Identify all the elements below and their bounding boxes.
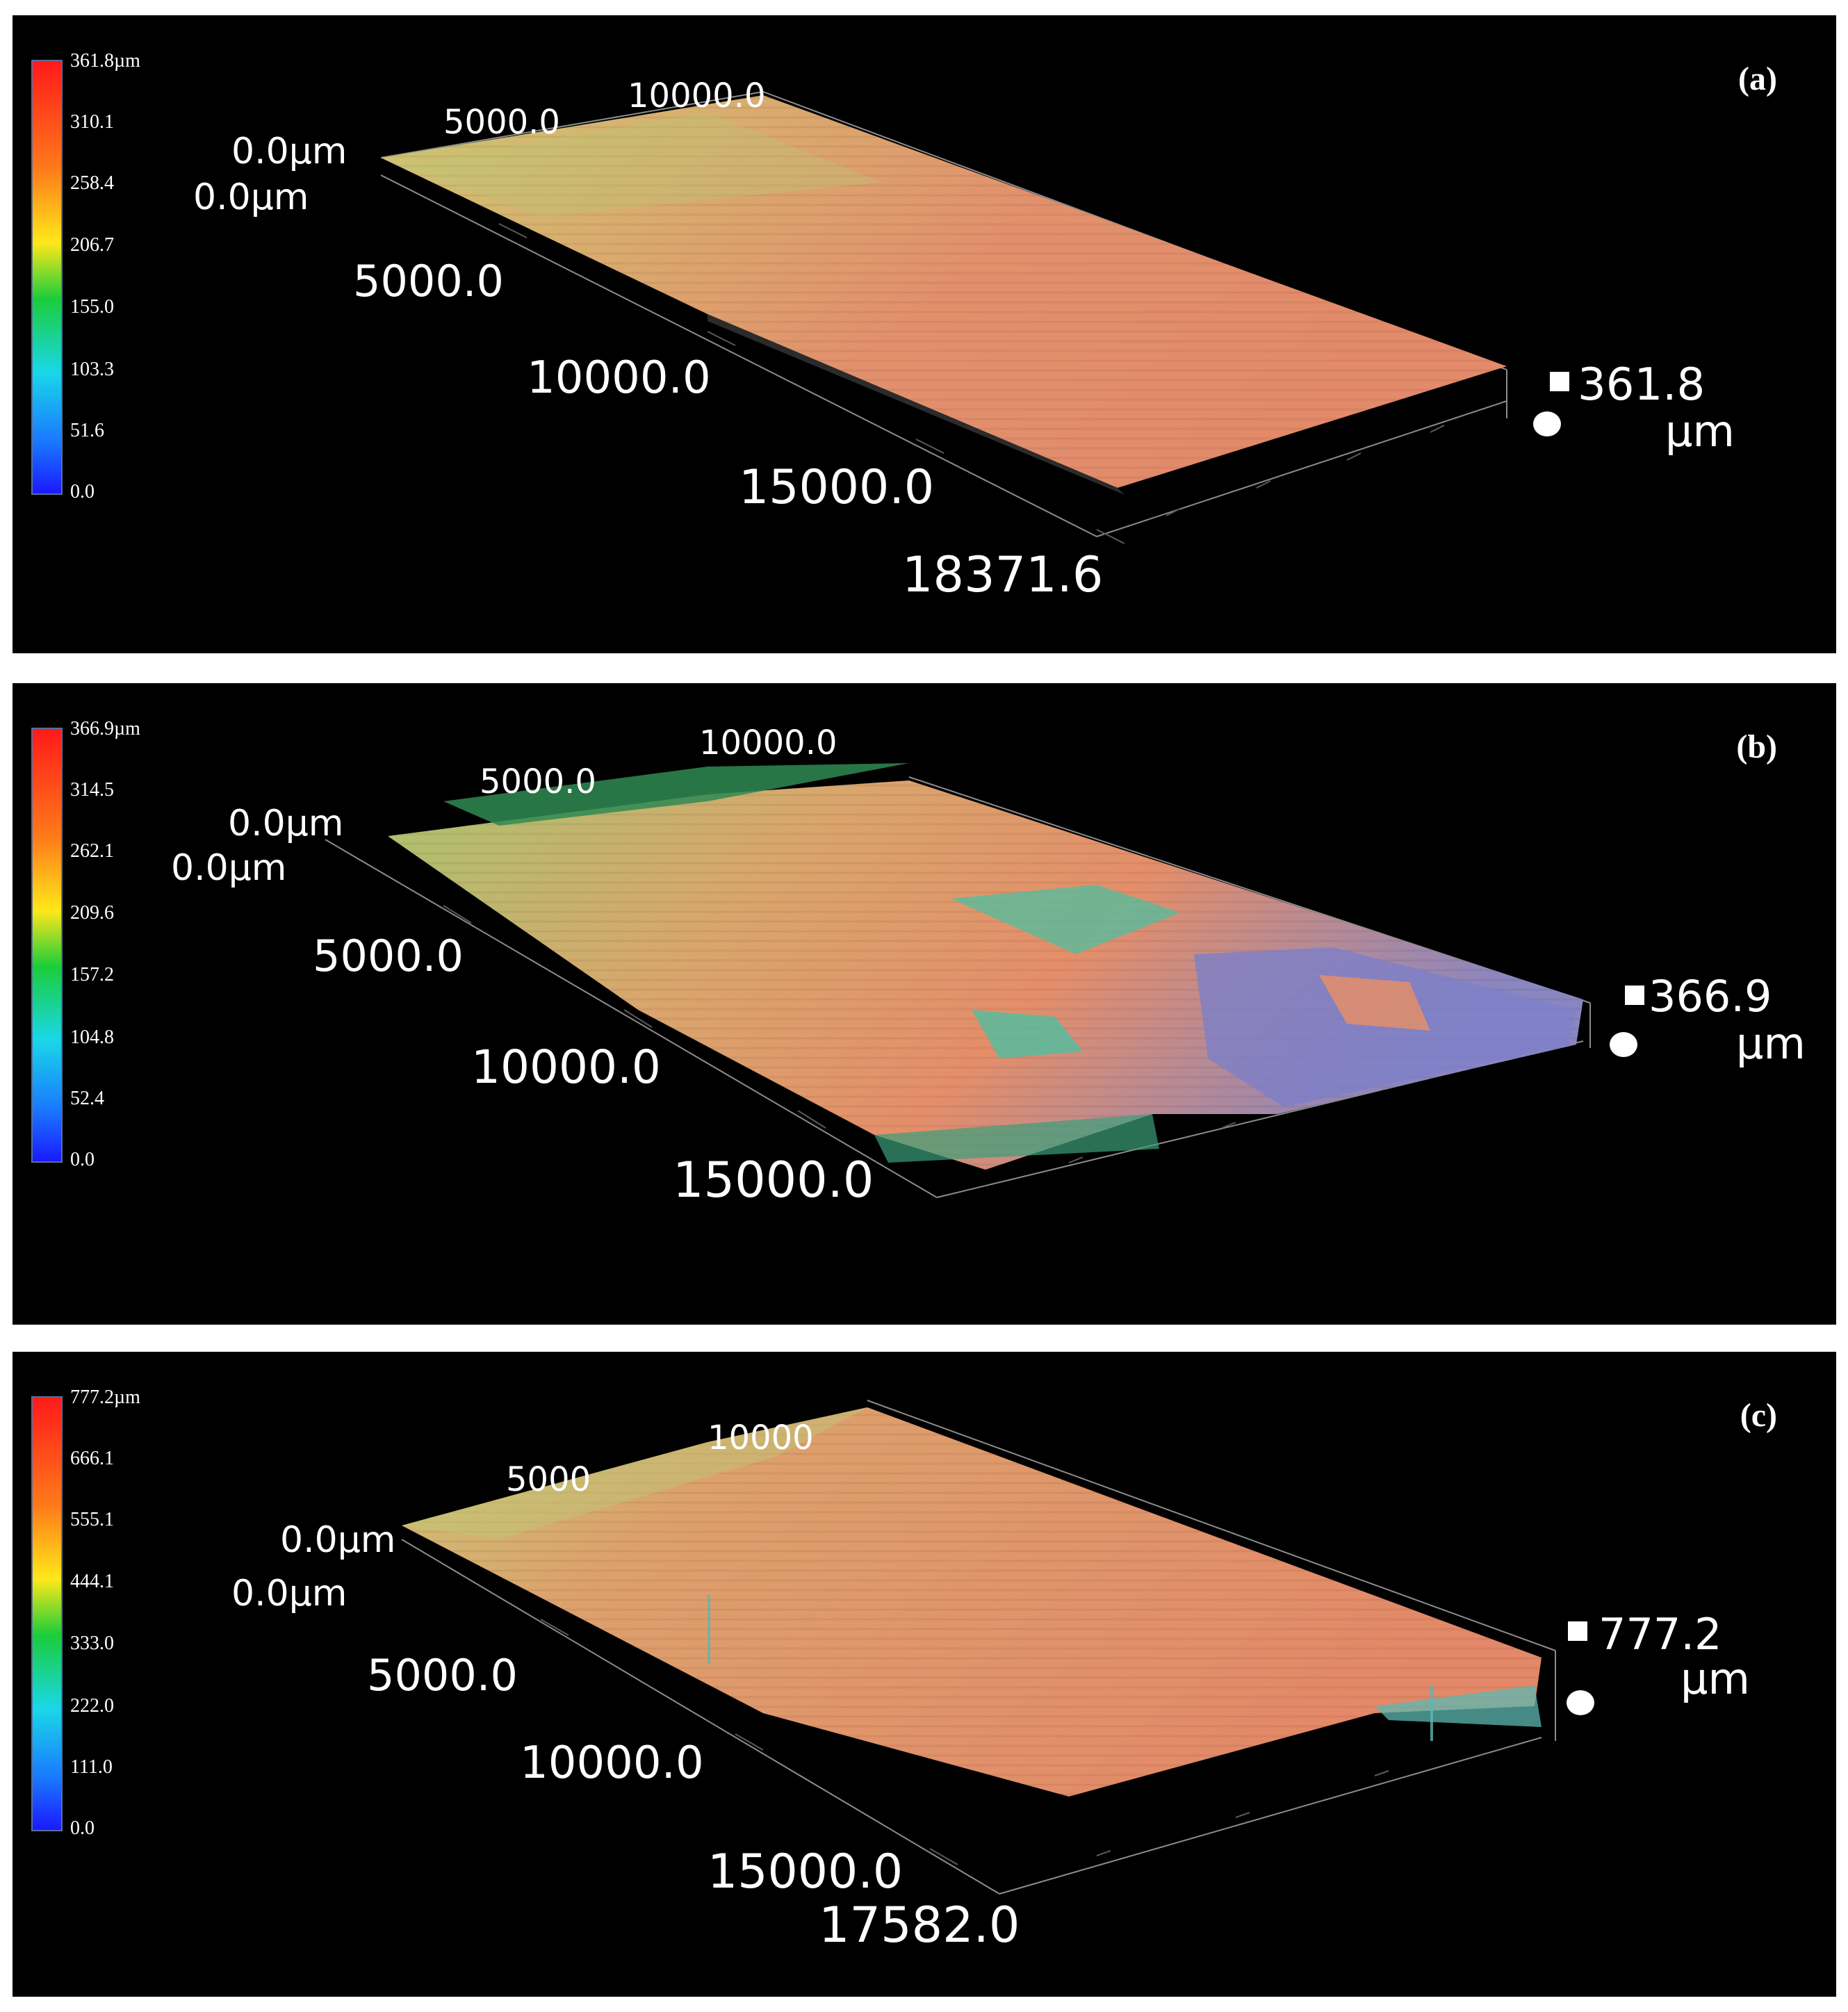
side-tick-label-b: 15000.0 bbox=[673, 1152, 874, 1209]
z-max-marker-c bbox=[1568, 1621, 1587, 1641]
panel-a: 361.8µm 310.1 258.4 206.7 155.0 103.3 51… bbox=[13, 15, 1836, 653]
colorbar-tick: 103.3 bbox=[70, 359, 114, 380]
colorbar-a bbox=[31, 60, 63, 495]
z-unit-label-a: µm bbox=[1665, 406, 1735, 457]
colorbar-b bbox=[31, 728, 63, 1163]
colorbar-tick: 555.1 bbox=[70, 1509, 114, 1530]
surface-plot-a bbox=[380, 91, 1569, 544]
colorbar-tick: 361.8µm bbox=[70, 50, 140, 72]
colorbar-tick: 104.8 bbox=[70, 1027, 114, 1048]
origin-marker-c bbox=[1567, 1690, 1594, 1715]
colorbar-tick: 333.0 bbox=[70, 1633, 114, 1654]
colorbar-tick: 314.5 bbox=[70, 779, 114, 801]
grid-ticks-a bbox=[498, 223, 1445, 544]
colorbar-tick: 444.1 bbox=[70, 1571, 114, 1592]
side-tick-label-a: 18371.6 bbox=[902, 546, 1104, 603]
side-origin-label-a: 0.0µm bbox=[193, 177, 309, 218]
colorbar-tick: 111.0 bbox=[70, 1756, 113, 1778]
bounding-box-c bbox=[401, 1400, 1556, 1895]
grid-ticks-b bbox=[443, 905, 1396, 1163]
side-tick-label-a: 5000.0 bbox=[353, 256, 504, 306]
colorbar-tick: 51.6 bbox=[70, 420, 104, 441]
z-max-label-a: 361.8 bbox=[1578, 359, 1706, 411]
top-tick-label-c: 10000 bbox=[708, 1418, 814, 1457]
colorbar-tick: 0.0 bbox=[70, 1149, 95, 1170]
z-max-label-b: 366.9 bbox=[1649, 971, 1772, 1022]
z-unit-label-c: µm bbox=[1681, 1653, 1750, 1704]
panel-b: 366.9µm 314.5 262.1 209.6 157.2 104.8 52… bbox=[13, 683, 1836, 1325]
origin-marker-a bbox=[1533, 411, 1561, 436]
top-origin-label-b: 0.0µm bbox=[228, 803, 344, 844]
side-tick-label-a: 15000.0 bbox=[739, 460, 935, 515]
colorbar-c bbox=[31, 1396, 63, 1831]
colorbar-tick: 666.1 bbox=[70, 1448, 114, 1469]
side-origin-label-c: 0.0µm bbox=[231, 1573, 347, 1614]
side-tick-label-c: 17582.0 bbox=[819, 1897, 1020, 1954]
colorbar-tick: 209.6 bbox=[70, 902, 114, 924]
colorbar-tick: 258.4 bbox=[70, 172, 114, 194]
z-unit-label-b: µm bbox=[1736, 1018, 1806, 1069]
colorbar-tick: 0.0 bbox=[70, 481, 95, 502]
colorbar-tick: 222.0 bbox=[70, 1695, 114, 1717]
top-tick-label-a: 10000.0 bbox=[628, 76, 766, 115]
z-max-label-c: 777.2 bbox=[1598, 1609, 1722, 1660]
top-tick-label-a: 5000.0 bbox=[443, 103, 560, 142]
top-origin-label-c: 0.0µm bbox=[280, 1519, 396, 1561]
panel-label-b: (b) bbox=[1736, 728, 1777, 765]
side-tick-label-c: 5000.0 bbox=[367, 1650, 518, 1701]
panel-label-a: (a) bbox=[1738, 60, 1777, 97]
top-tick-label-b: 10000.0 bbox=[699, 723, 837, 762]
colorbar-tick: 366.9µm bbox=[70, 718, 140, 739]
panel-label-c: (c) bbox=[1740, 1397, 1777, 1434]
surface-plot-b bbox=[325, 763, 1644, 1198]
colorbar-tick: 157.2 bbox=[70, 964, 114, 985]
z-max-marker-b bbox=[1625, 985, 1644, 1005]
grid-ticks-c bbox=[540, 1619, 1389, 1865]
top-origin-label-a: 0.0µm bbox=[231, 131, 347, 172]
side-tick-label-b: 5000.0 bbox=[313, 931, 464, 981]
colorbar-tick: 310.1 bbox=[70, 111, 114, 133]
z-max-marker-a bbox=[1550, 372, 1569, 391]
colorbar-tick: 262.1 bbox=[70, 840, 114, 862]
side-tick-label-a: 10000.0 bbox=[527, 352, 711, 404]
side-tick-label-b: 10000.0 bbox=[471, 1040, 661, 1094]
top-tick-label-b: 5000.0 bbox=[480, 762, 596, 801]
panel-c: 777.2µm 666.1 555.1 444.1 333.0 222.0 11… bbox=[13, 1352, 1836, 1997]
colorbar-tick: 777.2µm bbox=[70, 1387, 140, 1408]
colorbar-tick: 155.0 bbox=[70, 296, 114, 318]
colorbar-tick: 206.7 bbox=[70, 234, 114, 256]
side-origin-label-b: 0.0µm bbox=[171, 847, 287, 889]
top-tick-label-c: 5000 bbox=[506, 1460, 591, 1499]
side-tick-label-c: 10000.0 bbox=[520, 1737, 704, 1789]
side-tick-label-c: 15000.0 bbox=[708, 1845, 903, 1899]
colorbar-tick: 0.0 bbox=[70, 1817, 95, 1839]
colorbar-tick: 52.4 bbox=[70, 1088, 104, 1109]
origin-marker-b bbox=[1610, 1032, 1637, 1057]
surface-plot-c bbox=[401, 1400, 1594, 1895]
